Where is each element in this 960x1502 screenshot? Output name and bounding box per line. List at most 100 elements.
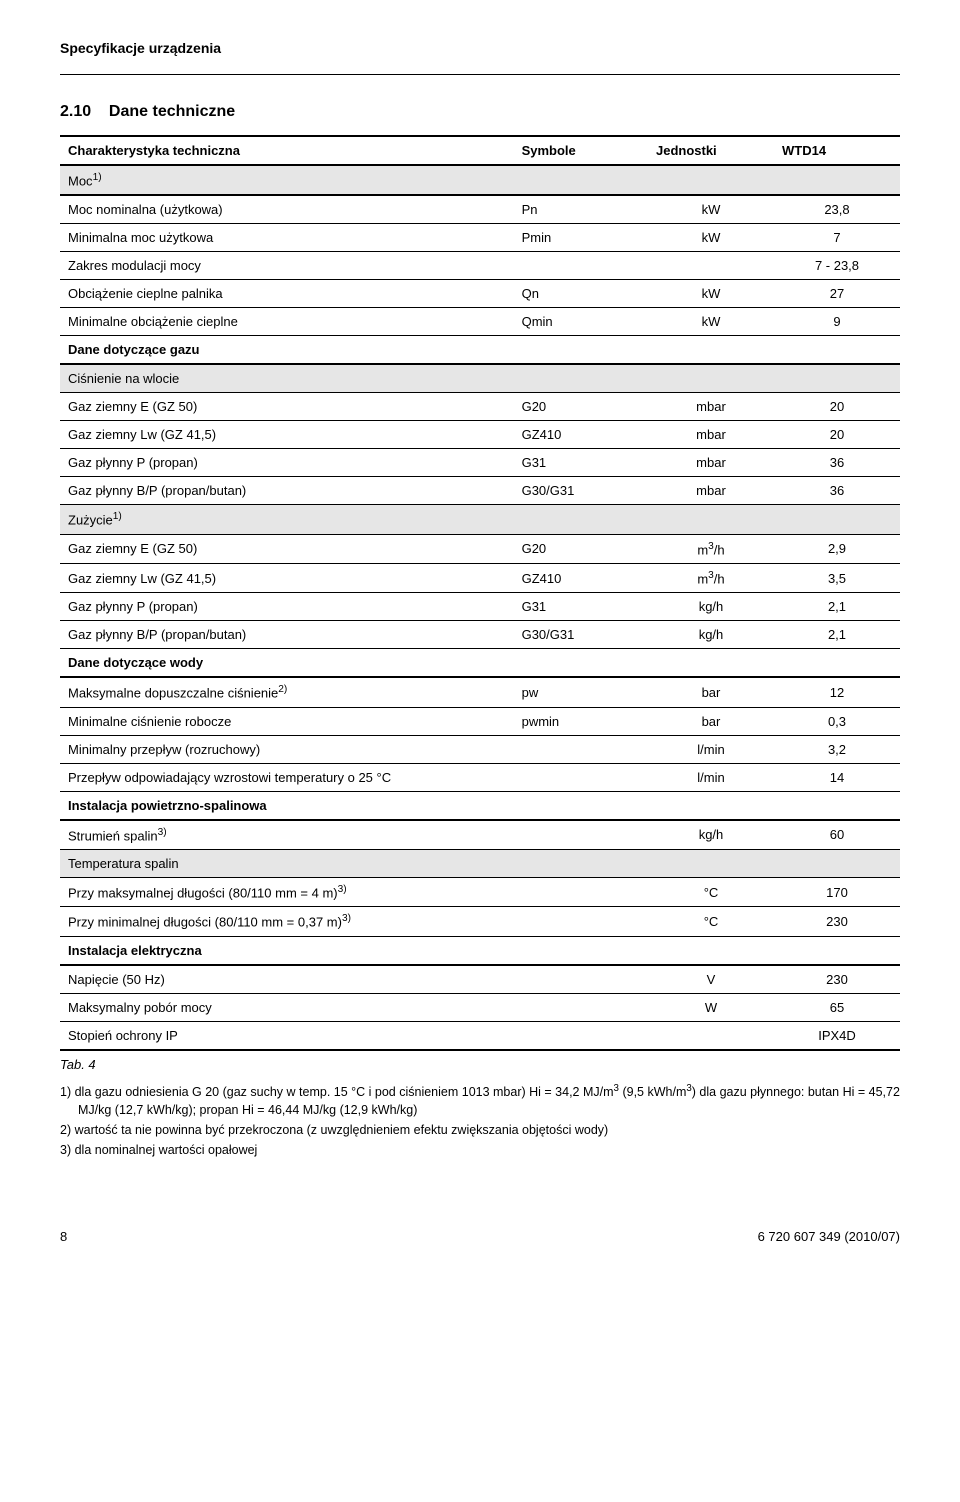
cell-param: Maksymalne dopuszczalne ciśnienie2) bbox=[60, 677, 514, 707]
page-header: Specyfikacje urządzenia bbox=[60, 40, 900, 56]
cell-unit bbox=[648, 252, 774, 280]
cell-symbol: G31 bbox=[514, 593, 648, 621]
table-row: Maksymalny pobór mocyW65 bbox=[60, 993, 900, 1021]
cell-param: Gaz ziemny E (GZ 50) bbox=[60, 534, 514, 563]
cell-value: 12 bbox=[774, 677, 900, 707]
cell-param: Dane dotyczące gazu bbox=[60, 336, 900, 365]
table-row: Minimalne obciążenie cieplneQminkW9 bbox=[60, 308, 900, 336]
cell-symbol bbox=[514, 735, 648, 763]
table-row: Moc nominalna (użytkowa)PnkW23,8 bbox=[60, 195, 900, 224]
cell-unit: kW bbox=[648, 224, 774, 252]
cell-param: Zużycie1) bbox=[60, 505, 900, 534]
cell-param: Minimalny przepływ (rozruchowy) bbox=[60, 735, 514, 763]
cell-value: 60 bbox=[774, 820, 900, 850]
cell-unit: bar bbox=[648, 707, 774, 735]
cell-param: Gaz ziemny E (GZ 50) bbox=[60, 393, 514, 421]
cell-unit: l/min bbox=[648, 763, 774, 791]
cell-value: 2,1 bbox=[774, 593, 900, 621]
cell-unit: bar bbox=[648, 677, 774, 707]
table-row: Maksymalne dopuszczalne ciśnienie2)pwbar… bbox=[60, 677, 900, 707]
cell-unit: kW bbox=[648, 195, 774, 224]
cell-symbol: G20 bbox=[514, 393, 648, 421]
cell-param: Przy maksymalnej długości (80/110 mm = 4… bbox=[60, 877, 514, 906]
cell-unit: m3/h bbox=[648, 534, 774, 563]
cell-symbol: Qmin bbox=[514, 308, 648, 336]
cell-symbol bbox=[514, 1021, 648, 1050]
th-unit: Jednostki bbox=[648, 136, 774, 165]
cell-unit: kW bbox=[648, 308, 774, 336]
section-number: 2.10 bbox=[60, 103, 91, 120]
footnote: 3) dla nominalnej wartości opałowej bbox=[60, 1141, 900, 1159]
cell-value: 3,5 bbox=[774, 563, 900, 592]
cell-value: 20 bbox=[774, 393, 900, 421]
cell-symbol: G20 bbox=[514, 534, 648, 563]
table-row: Dane dotyczące wody bbox=[60, 649, 900, 678]
cell-param: Gaz płynny P (propan) bbox=[60, 593, 514, 621]
cell-symbol bbox=[514, 907, 648, 936]
cell-unit: kg/h bbox=[648, 621, 774, 649]
th-param: Charakterystyka techniczna bbox=[60, 136, 514, 165]
cell-unit: mbar bbox=[648, 421, 774, 449]
cell-value: 230 bbox=[774, 907, 900, 936]
cell-value: 65 bbox=[774, 993, 900, 1021]
cell-param: Zakres modulacji mocy bbox=[60, 252, 514, 280]
cell-value: 170 bbox=[774, 877, 900, 906]
table-row: Gaz płynny P (propan)G31mbar36 bbox=[60, 449, 900, 477]
cell-param: Przepływ odpowiadający wzrostowi tempera… bbox=[60, 763, 514, 791]
table-row: Instalacja elektryczna bbox=[60, 936, 900, 965]
cell-param: Dane dotyczące wody bbox=[60, 649, 900, 678]
cell-unit: kW bbox=[648, 280, 774, 308]
cell-param: Minimalne ciśnienie robocze bbox=[60, 707, 514, 735]
doc-id: 6 720 607 349 (2010/07) bbox=[758, 1229, 900, 1244]
cell-symbol: Pmin bbox=[514, 224, 648, 252]
cell-param: Moc1) bbox=[60, 165, 900, 195]
table-row: Przy maksymalnej długości (80/110 mm = 4… bbox=[60, 877, 900, 906]
table-row: Minimalna moc użytkowaPminkW7 bbox=[60, 224, 900, 252]
cell-symbol bbox=[514, 965, 648, 994]
cell-param: Minimalna moc użytkowa bbox=[60, 224, 514, 252]
cell-symbol: G31 bbox=[514, 449, 648, 477]
cell-unit: kg/h bbox=[648, 593, 774, 621]
cell-value: 230 bbox=[774, 965, 900, 994]
cell-unit: mbar bbox=[648, 449, 774, 477]
cell-value: IPX4D bbox=[774, 1021, 900, 1050]
page-container: Specyfikacje urządzenia 2.10 Dane techni… bbox=[0, 0, 960, 1274]
table-row: Gaz płynny B/P (propan/butan)G30/G31mbar… bbox=[60, 477, 900, 505]
table-row: Minimalne ciśnienie roboczepwminbar0,3 bbox=[60, 707, 900, 735]
header-rule bbox=[60, 74, 900, 75]
footnote: 2) wartość ta nie powinna być przekroczo… bbox=[60, 1121, 900, 1139]
cell-unit: V bbox=[648, 965, 774, 994]
spec-table: Charakterystyka techniczna Symbole Jedno… bbox=[60, 135, 900, 1051]
cell-param: Instalacja elektryczna bbox=[60, 936, 900, 965]
cell-unit: m3/h bbox=[648, 563, 774, 592]
cell-value: 36 bbox=[774, 477, 900, 505]
page-number: 8 bbox=[60, 1229, 67, 1244]
table-row: Gaz ziemny Lw (GZ 41,5)GZ410m3/h3,5 bbox=[60, 563, 900, 592]
table-row: Przepływ odpowiadający wzrostowi tempera… bbox=[60, 763, 900, 791]
cell-symbol bbox=[514, 252, 648, 280]
cell-param: Gaz płynny B/P (propan/butan) bbox=[60, 621, 514, 649]
th-symbol: Symbole bbox=[514, 136, 648, 165]
cell-param: Temperatura spalin bbox=[60, 849, 900, 877]
cell-symbol: G30/G31 bbox=[514, 477, 648, 505]
table-row: Gaz ziemny E (GZ 50)G20mbar20 bbox=[60, 393, 900, 421]
table-row: Temperatura spalin bbox=[60, 849, 900, 877]
table-row: Gaz płynny B/P (propan/butan)G30/G31kg/h… bbox=[60, 621, 900, 649]
table-row: Ciśnienie na wlocie bbox=[60, 364, 900, 393]
cell-value: 7 bbox=[774, 224, 900, 252]
cell-param: Minimalne obciążenie cieplne bbox=[60, 308, 514, 336]
table-row: Minimalny przepływ (rozruchowy)l/min3,2 bbox=[60, 735, 900, 763]
cell-param: Gaz ziemny Lw (GZ 41,5) bbox=[60, 563, 514, 592]
table-row: Obciążenie cieplne palnikaQnkW27 bbox=[60, 280, 900, 308]
cell-value: 23,8 bbox=[774, 195, 900, 224]
cell-value: 27 bbox=[774, 280, 900, 308]
cell-param: Ciśnienie na wlocie bbox=[60, 364, 900, 393]
cell-param: Maksymalny pobór mocy bbox=[60, 993, 514, 1021]
table-row: Zużycie1) bbox=[60, 505, 900, 534]
cell-param: Gaz płynny P (propan) bbox=[60, 449, 514, 477]
cell-symbol: GZ410 bbox=[514, 563, 648, 592]
table-row: Strumień spalin3)kg/h60 bbox=[60, 820, 900, 850]
cell-unit: mbar bbox=[648, 393, 774, 421]
cell-param: Gaz ziemny Lw (GZ 41,5) bbox=[60, 421, 514, 449]
cell-symbol: pwmin bbox=[514, 707, 648, 735]
